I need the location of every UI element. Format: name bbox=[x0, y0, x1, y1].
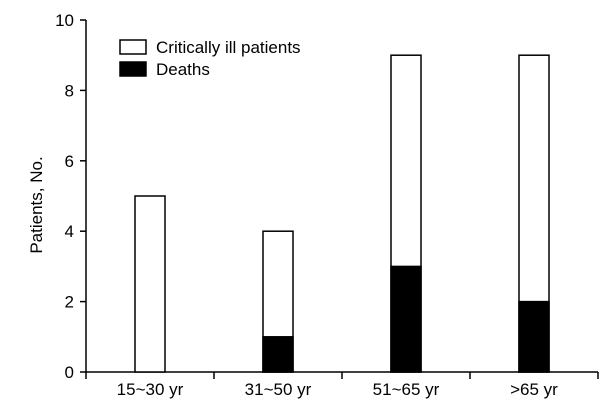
bar-critically-ill bbox=[134, 195, 166, 373]
x-tick-label: >65 yr bbox=[510, 380, 558, 399]
x-tick-label: 15~30 yr bbox=[117, 380, 184, 399]
bar-deaths bbox=[518, 300, 550, 373]
bar-deaths bbox=[390, 265, 422, 373]
y-axis-label: Patients, No. bbox=[27, 156, 46, 253]
y-tick-label: 0 bbox=[65, 363, 74, 382]
y-tick-label: 6 bbox=[65, 152, 74, 171]
bar-deaths bbox=[262, 336, 294, 373]
legend: Critically ill patients Deaths bbox=[119, 38, 301, 79]
x-tick-label: 31~50 yr bbox=[245, 380, 312, 399]
y-tick-label: 10 bbox=[55, 11, 74, 30]
y-tick-label: 2 bbox=[65, 293, 74, 312]
x-tick-label: 51~65 yr bbox=[373, 380, 440, 399]
legend-label-deaths: Deaths bbox=[156, 60, 210, 79]
legend-swatch-critically-ill bbox=[119, 39, 147, 55]
legend-label-critically-ill: Critically ill patients bbox=[156, 38, 301, 57]
legend-swatch-deaths bbox=[119, 61, 147, 77]
y-tick-label: 4 bbox=[65, 222, 74, 241]
y-tick-label: 8 bbox=[65, 81, 74, 100]
bars bbox=[134, 54, 550, 373]
axes: 0 2 4 6 8 10 15~30 yr 31~50 yr 51~65 yr >65 yr bbox=[55, 11, 599, 399]
